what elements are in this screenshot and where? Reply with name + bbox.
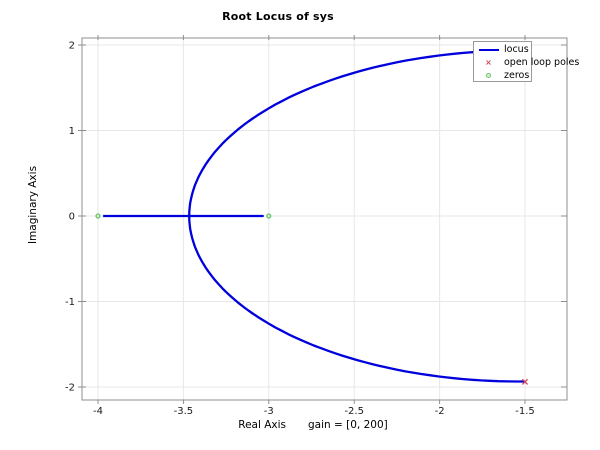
y-tick-label: 2 xyxy=(69,41,75,52)
x-tick-label: -3.5 xyxy=(174,406,194,417)
legend-label-locus: locus xyxy=(504,44,529,55)
legend-item-poles: × open loop poles xyxy=(474,56,579,69)
locus-line-sample xyxy=(478,48,499,51)
zero-o-marker xyxy=(266,213,272,219)
y-tick-label: 0 xyxy=(69,212,75,223)
x-axis-label: Real Axis gain = [0, 200] xyxy=(238,419,388,431)
legend-item-locus: locus xyxy=(474,43,531,56)
y-tick-label: -2 xyxy=(65,383,75,394)
legend-box: locus × open loop poles zeros xyxy=(473,41,579,82)
x-tick-label: -4 xyxy=(93,406,103,417)
plot-border xyxy=(81,37,568,401)
pole-x-marker xyxy=(521,378,529,385)
locus-complex-branch xyxy=(188,49,525,383)
legend-label-poles: open loop poles xyxy=(504,57,580,68)
zero-o-marker xyxy=(95,213,101,219)
chart-title: Root Locus of sys xyxy=(222,10,334,23)
legend-label-zeros: zeros xyxy=(504,70,530,81)
x-tick-label: -2.5 xyxy=(344,406,364,417)
y-tick-label: 1 xyxy=(69,126,75,137)
x-tick-label: -1.5 xyxy=(515,406,535,417)
y-tick-label: -1 xyxy=(65,297,75,308)
legend-item-zeros: zeros xyxy=(474,69,531,82)
gain-annotation: gain = [0, 200] xyxy=(308,419,388,431)
zero-marker-sample xyxy=(478,73,499,78)
x-tick-label: -2 xyxy=(435,406,445,417)
x-axis-label-text: Real Axis xyxy=(238,419,287,431)
x-tick-label: -3 xyxy=(264,406,274,417)
pole-marker-sample: × xyxy=(485,57,492,67)
